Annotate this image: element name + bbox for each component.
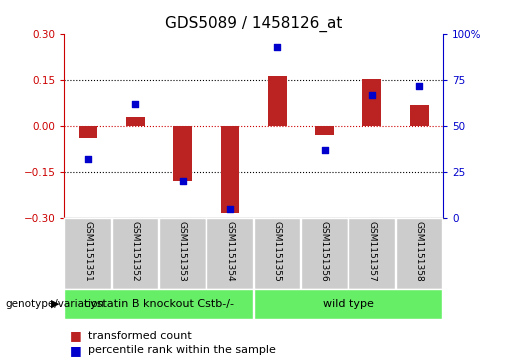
Point [273,44,281,50]
Bar [363,79,382,126]
Bar [268,76,287,126]
Bar [410,105,428,126]
Bar [315,126,334,135]
Bar [126,117,145,126]
Text: wild type: wild type [322,299,373,309]
Text: GSM1151358: GSM1151358 [415,221,423,281]
Point [415,83,423,89]
Point [179,178,187,184]
Text: GSM1151353: GSM1151353 [178,221,187,281]
Text: genotype/variation: genotype/variation [5,299,104,309]
Title: GDS5089 / 1458126_at: GDS5089 / 1458126_at [165,16,342,32]
Text: GSM1151354: GSM1151354 [225,221,234,281]
Text: GSM1151351: GSM1151351 [83,221,92,281]
Point [368,92,376,98]
Point [131,101,140,107]
Text: ■: ■ [70,344,81,357]
Text: transformed count: transformed count [88,331,191,341]
Text: GSM1151357: GSM1151357 [367,221,376,281]
Text: ▶: ▶ [50,299,59,309]
Text: GSM1151356: GSM1151356 [320,221,329,281]
Point [320,147,329,153]
Text: GSM1151352: GSM1151352 [131,221,140,281]
Bar [79,126,97,138]
Bar [173,126,192,181]
Bar [220,126,239,213]
Point [84,156,92,162]
Point [226,206,234,212]
Text: ■: ■ [70,329,81,342]
Text: cystatin B knockout Cstb-/-: cystatin B knockout Cstb-/- [84,299,234,309]
Text: GSM1151355: GSM1151355 [272,221,282,281]
Text: percentile rank within the sample: percentile rank within the sample [88,345,276,355]
